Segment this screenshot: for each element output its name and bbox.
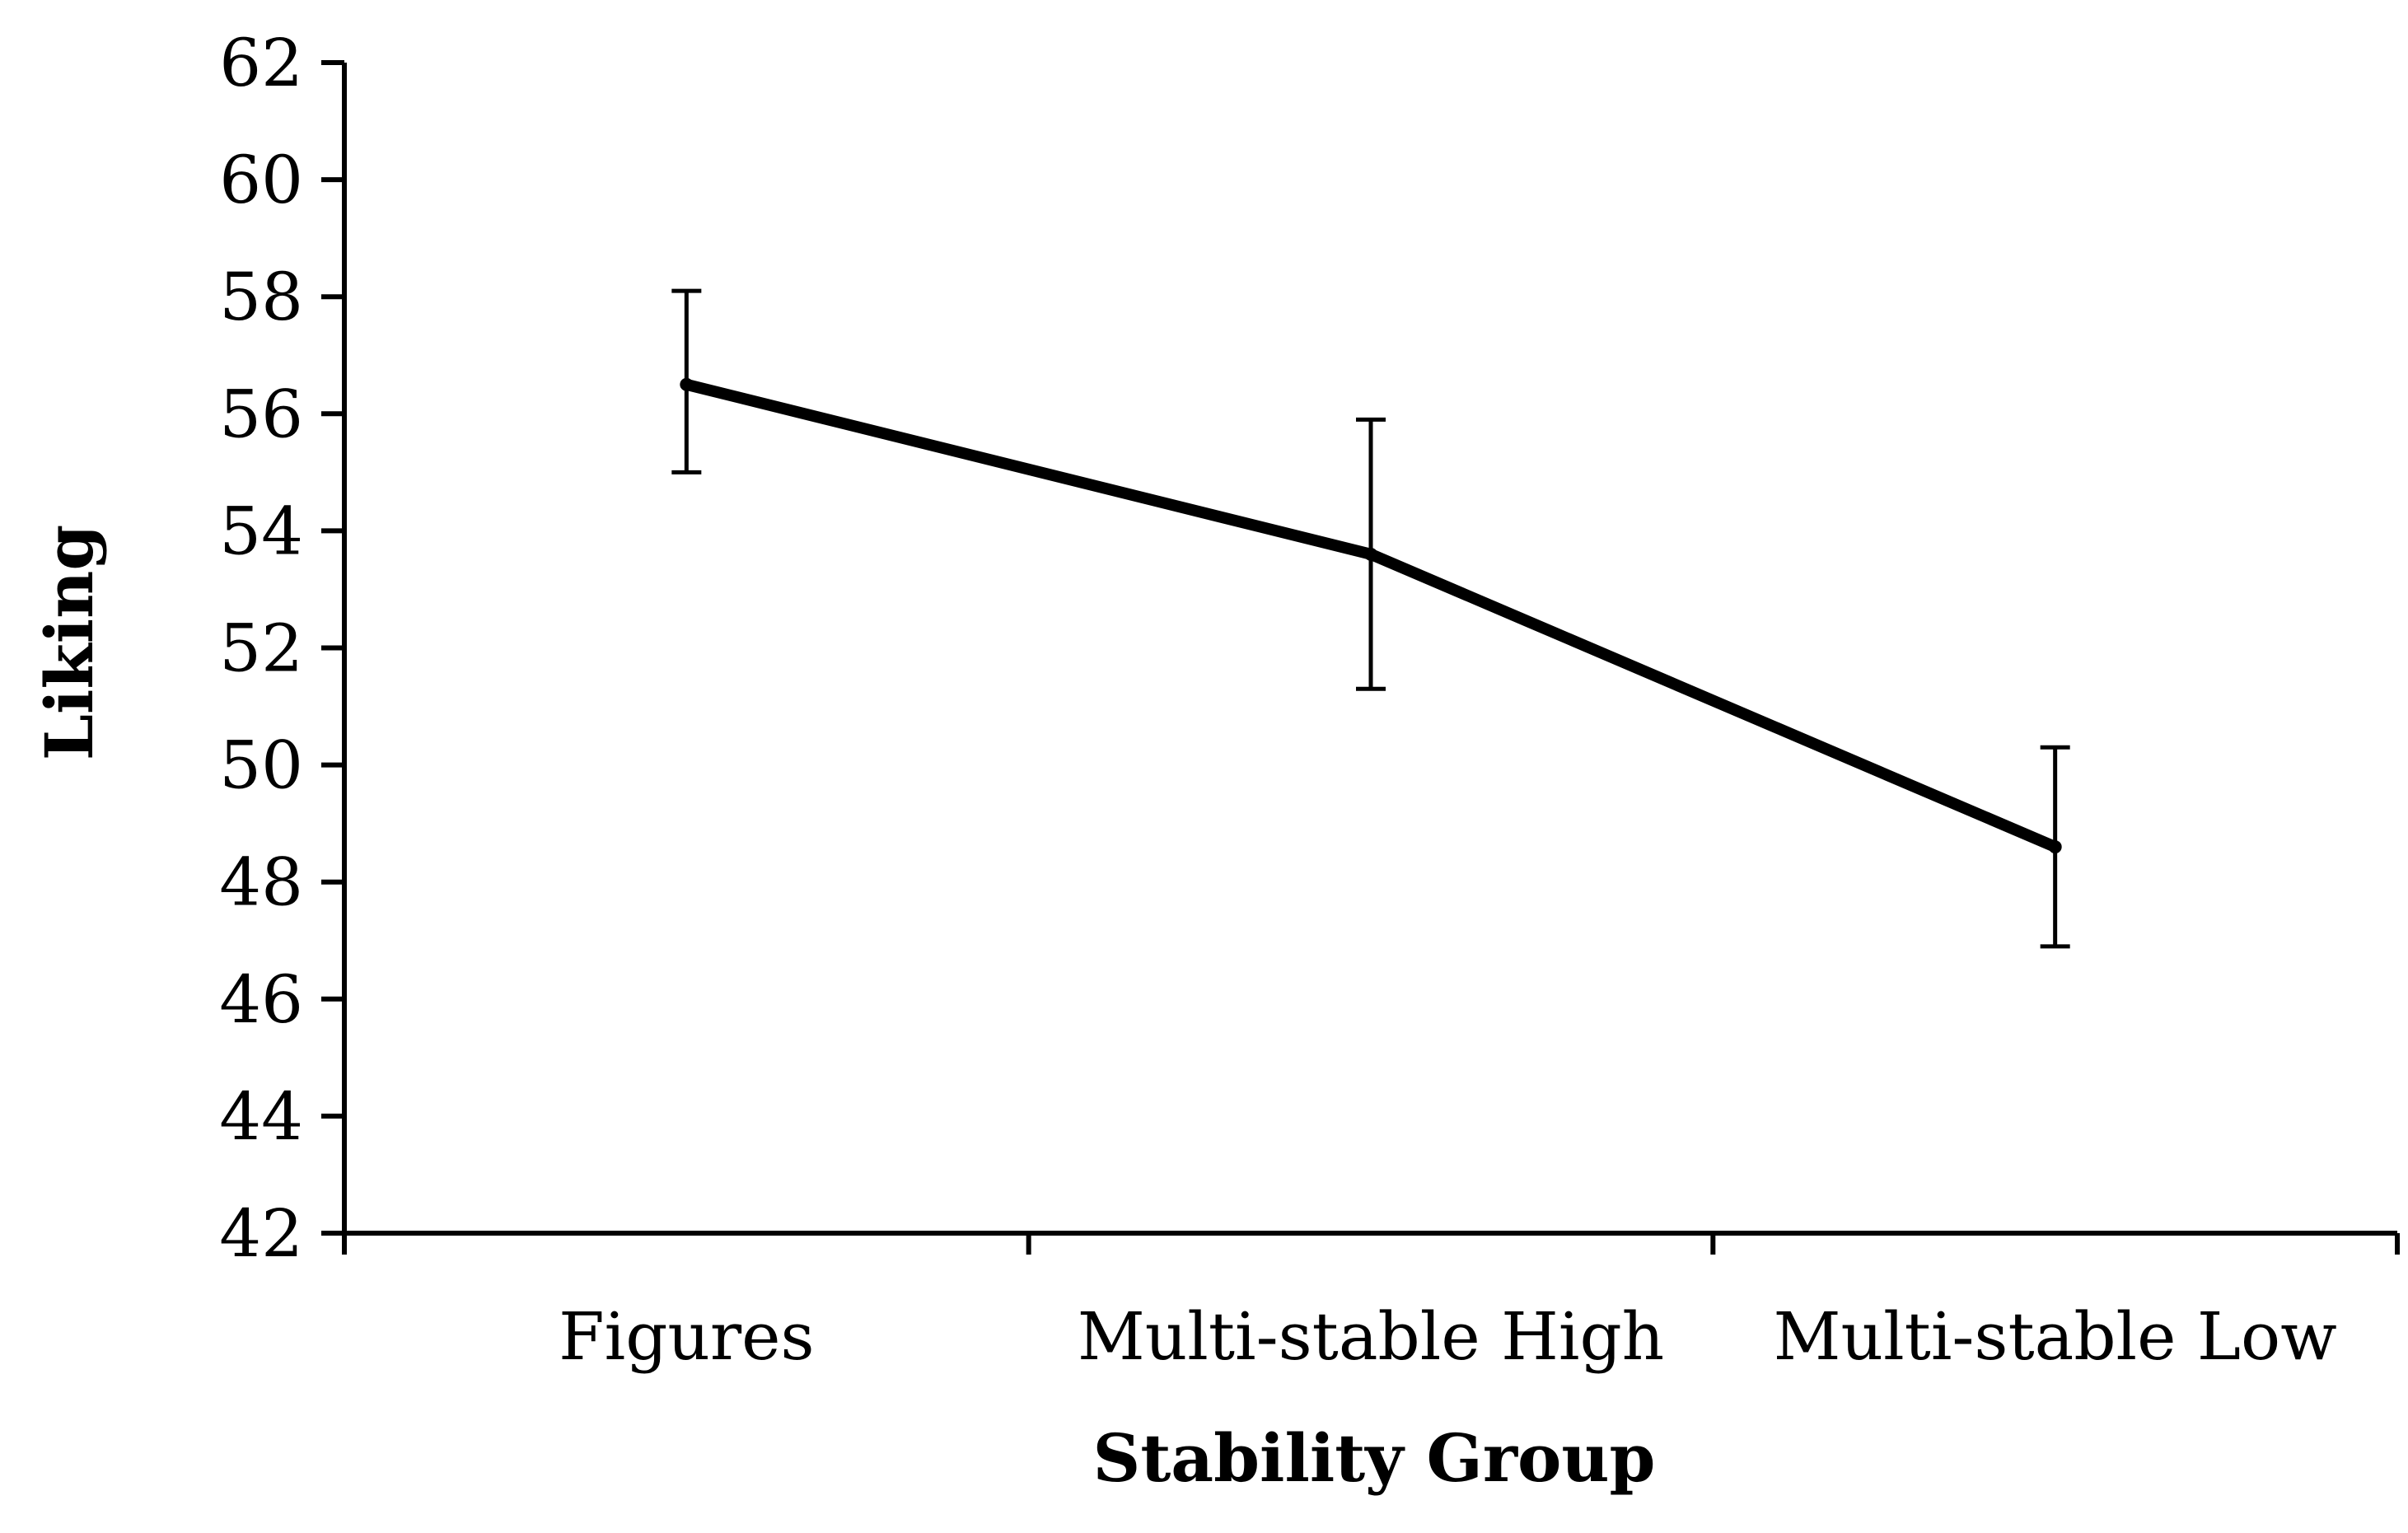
y-tick-label: 50 <box>219 727 303 804</box>
x-tick-label: Multi-stable Low <box>1774 1298 2337 1375</box>
y-tick-label: 60 <box>219 142 303 218</box>
y-tick-label: 62 <box>219 25 303 101</box>
series-liking <box>671 288 2070 949</box>
y-axis-title: Liking <box>30 525 108 761</box>
data-point <box>2048 840 2062 854</box>
y-tick-label: 52 <box>219 610 303 687</box>
data-point <box>1364 547 1377 561</box>
data-point <box>680 377 694 391</box>
y-axis: 42 44 46 48 50 52 54 56 58 60 62 <box>219 25 347 1272</box>
y-tick-label: 56 <box>219 376 303 452</box>
y-tick-label: 46 <box>219 961 303 1038</box>
y-tick-label: 44 <box>219 1078 303 1155</box>
y-tick-label: 54 <box>219 493 303 569</box>
y-tick-label: 42 <box>219 1195 303 1272</box>
y-tick-label: 48 <box>219 844 303 921</box>
x-tick-label: Figures <box>559 1298 814 1375</box>
y-tick-label: 58 <box>219 259 303 335</box>
x-axis-title: Stability Group <box>1093 1419 1656 1497</box>
x-axis: Figures Multi-stable High Multi-stable Low <box>342 1231 2400 1375</box>
x-tick-label: Multi-stable High <box>1078 1298 1664 1375</box>
